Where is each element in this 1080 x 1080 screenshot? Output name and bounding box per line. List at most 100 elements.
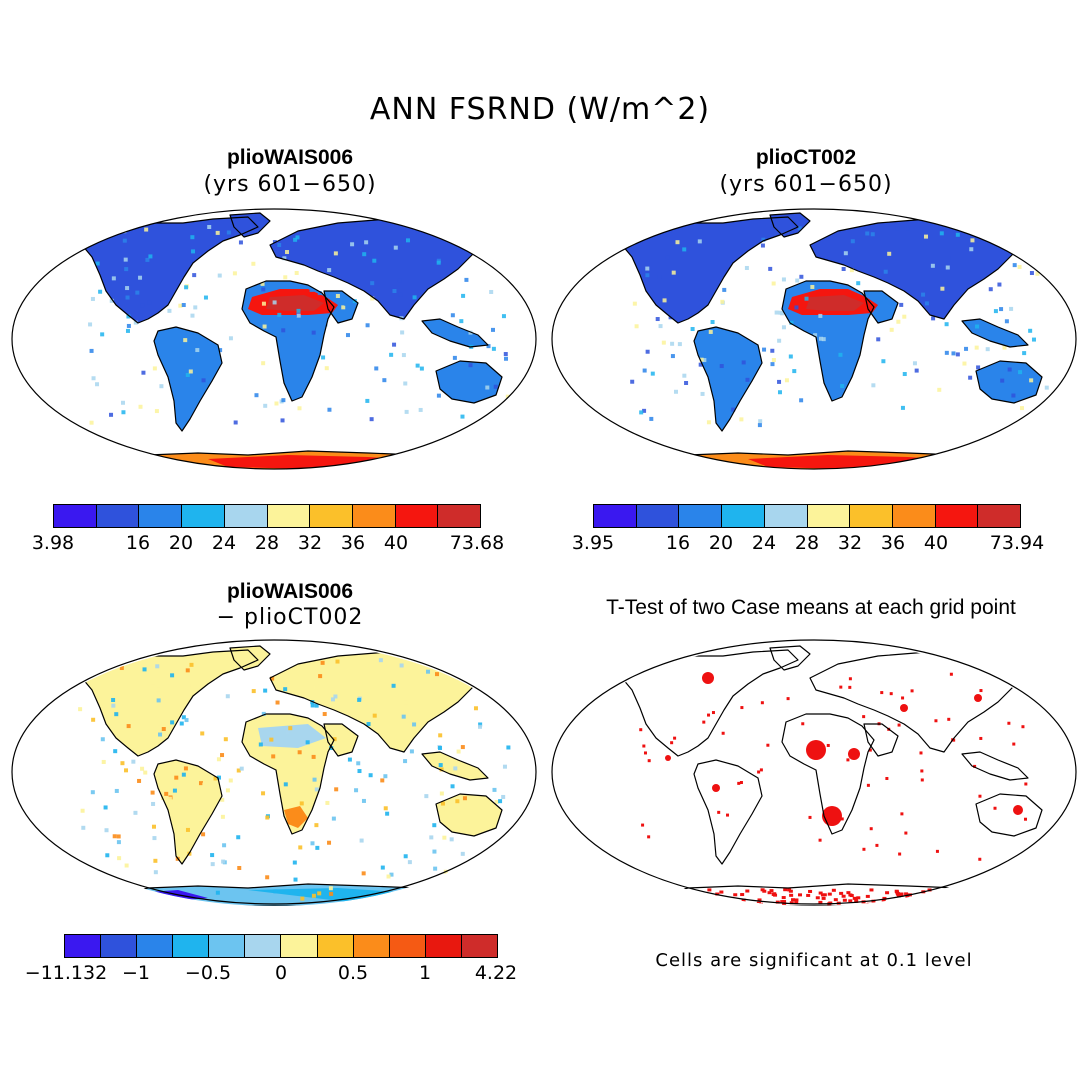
tick-label: −0.5 [184,962,232,984]
colorbar-swatch [245,935,282,957]
colorbar-swatch [139,505,183,527]
significant-cell [806,740,826,760]
panel-subtitle-top-left: (yrs 601−650) [203,172,377,197]
land-seAsia [962,752,1028,780]
colorbar-swatch [224,505,268,527]
tick-label: 28 [794,532,820,554]
tick-label: 4.22 [474,962,518,984]
panel-title-bottom-right: T-Test of two Case means at each grid po… [606,596,1016,619]
land-northAmerica [78,650,258,756]
tick-label: −1 [121,962,151,984]
map-content [617,645,1043,906]
land-australia [436,794,502,836]
colorbar-swatch [935,505,979,527]
colorbar-swatch [395,505,439,527]
significant-cell [1013,805,1023,815]
map-content [617,212,1049,469]
colorbar-top-left [53,504,481,528]
significant-cell [822,806,842,826]
significant-cell [900,704,908,712]
tick-label: 20 [708,532,734,554]
colorbar-swatch [209,935,246,957]
colorbar-swatch [425,935,462,957]
tick-label: 16 [125,532,151,554]
colorbar-swatch [54,505,97,527]
map-bottom-left [11,639,537,906]
land-eurasia [270,219,498,319]
significance-note: Cells are significant at 0.1 level [655,950,973,971]
tick-label: 20 [168,532,194,554]
land-eurasia [270,652,498,752]
colorbar-swatch [438,505,481,527]
panel-subtitle-bottom-left: − plioCT002 [216,605,364,630]
colorbar-swatch [722,505,765,527]
tick-label: 73.94 [989,532,1045,554]
panel-subtitle-top-right: (yrs 601−650) [719,172,893,197]
map-content [77,645,511,906]
tick-label: 36 [340,532,366,554]
colorbar-swatch [764,505,808,527]
tick-label: 1 [418,962,432,984]
colorbar-swatch [352,505,396,527]
panel-title-top-right: plioCT002 [755,146,857,169]
tick-label: 32 [297,532,323,554]
land-southAmerica [694,760,762,864]
colorbar-swatch [101,935,138,957]
tick-label: 73.68 [449,532,505,554]
significant-cell [665,755,671,761]
tick-label: 28 [254,532,280,554]
significant-cell [848,748,860,760]
land-australia [436,361,502,403]
colorbar-swatch [281,935,318,957]
tick-label: 0.5 [337,962,369,984]
land-eurasia [810,652,1038,752]
colorbar-ticks-top-left: 3.98 16 20 24 28 32 36 40 73.68 [32,532,504,556]
colorbar-top-right [593,504,1021,528]
colorbar-ticks-bottom-left: −11.132 −1 −0.5 0 0.5 1 4.22 [25,962,517,986]
map-bottom-right [551,639,1077,906]
colorbar-swatch [850,505,893,527]
land-australia [976,794,1042,836]
tick-label: 32 [837,532,863,554]
colorbar-swatch [317,935,354,957]
tick-label: −11.132 [24,962,108,984]
land-africa [782,714,874,834]
land-northAmerica [78,217,258,323]
land-southAmerica [154,760,222,864]
map-border [11,639,537,905]
colorbar-swatch [65,935,102,957]
map-top-right [551,208,1077,470]
colorbar-swatch [96,505,140,527]
map-border [551,639,1077,905]
colorbar-swatch [389,935,426,957]
significant-cell [702,672,714,684]
colorbar-swatch [461,935,497,957]
colorbar-swatch [173,935,210,957]
land-seAsia [422,752,488,780]
tick-label: 3.95 [571,532,615,554]
panel-title-bottom-left: plioWAIS006 [226,580,354,603]
colorbar-swatch [679,505,723,527]
colorbar-swatch [353,935,390,957]
colorbar-swatch [978,505,1021,527]
land-australia [976,361,1042,403]
map-top-left [11,208,537,470]
map-border [11,208,537,470]
colorbar-swatch [636,505,680,527]
tick-label: 40 [923,532,949,554]
colorbar-bottom-left [64,934,498,958]
map-border [551,208,1077,470]
panel-title-top-left: plioWAIS006 [226,146,354,169]
land-eurasia [810,219,1038,319]
land-northAmerica [618,650,798,756]
figure-title: ANN FSRND (W/m^2) [369,92,711,127]
tick-label: 0 [274,962,288,984]
colorbar-swatch [807,505,851,527]
tick-label: 3.98 [31,532,75,554]
colorbar-swatch [892,505,936,527]
land-northAmerica [618,217,798,323]
tick-label: 16 [665,532,691,554]
colorbar-ticks-top-right: 3.95 16 20 24 28 32 36 40 73.94 [572,532,1044,556]
map-content [77,212,512,469]
colorbar-swatch [310,505,353,527]
